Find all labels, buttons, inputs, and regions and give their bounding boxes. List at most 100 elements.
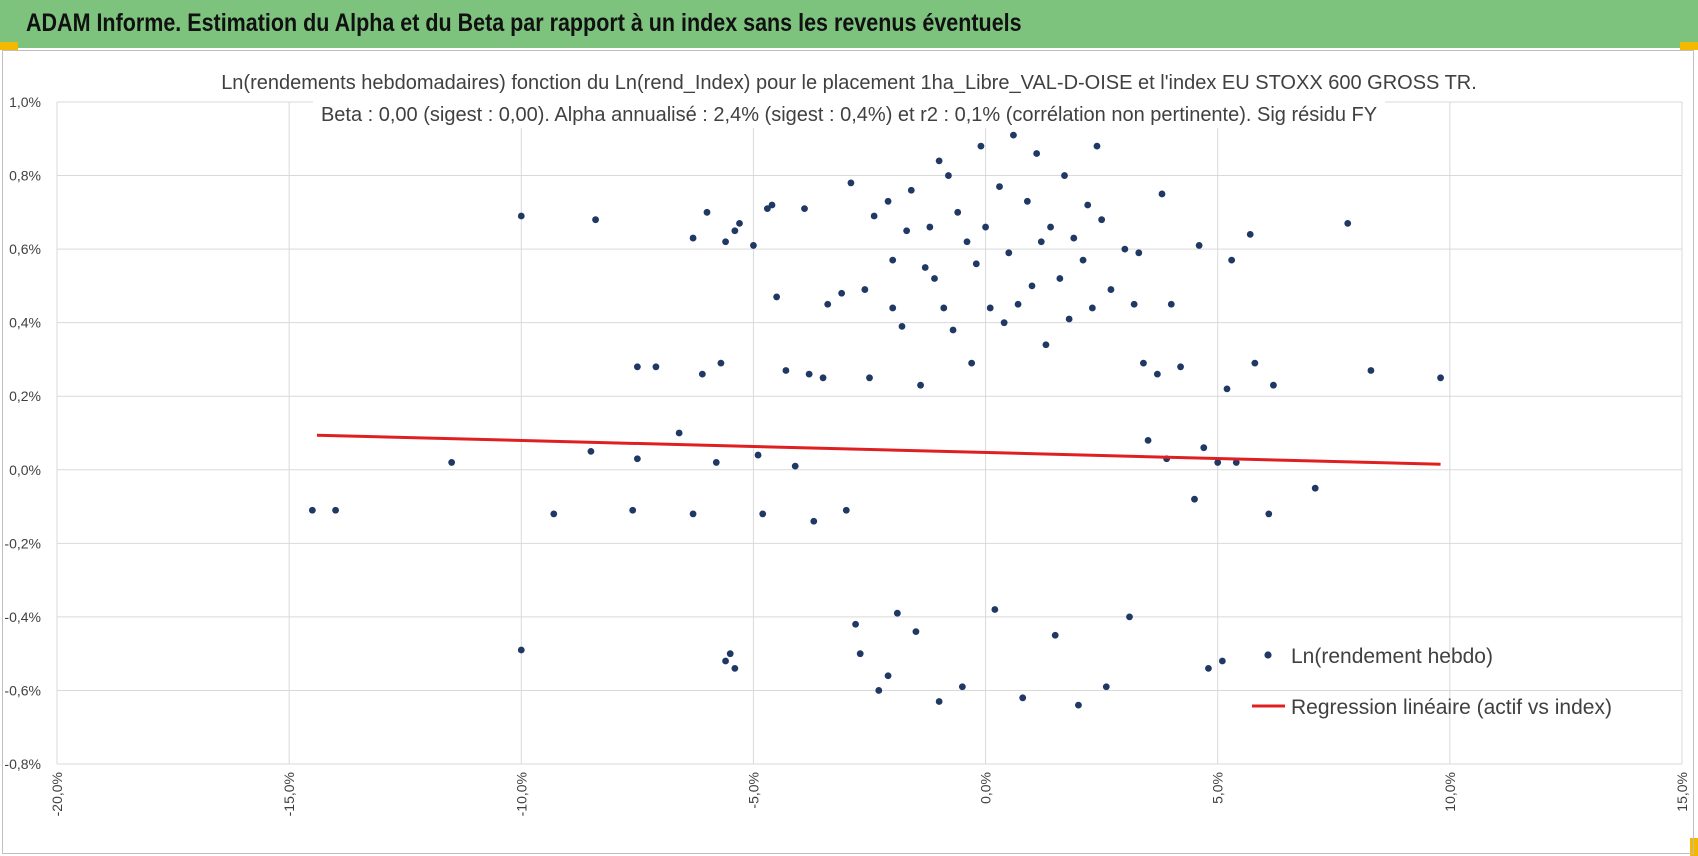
data-point: [731, 664, 739, 672]
data-point: [870, 212, 878, 220]
data-point: [1056, 275, 1064, 282]
y-tick-label: -0,6%: [4, 682, 41, 698]
data-point: [889, 304, 897, 312]
data-point: [912, 628, 920, 635]
data-point: [884, 672, 892, 680]
data-point: [889, 256, 897, 264]
data-point: [1140, 359, 1147, 367]
data-point: [1088, 304, 1096, 312]
data-point: [972, 260, 980, 268]
data-point: [898, 322, 906, 330]
data-point: [856, 650, 864, 658]
data-point: [861, 286, 869, 293]
data-point: [1218, 657, 1226, 665]
data-point: [1130, 300, 1138, 308]
data-point: [722, 657, 729, 665]
data-point: [791, 462, 799, 470]
data-point: [633, 363, 641, 371]
data-point: [633, 455, 641, 463]
x-tick-label: 5,0%: [1210, 772, 1226, 804]
data-point: [1251, 359, 1259, 367]
data-point: [1037, 238, 1045, 246]
data-point: [852, 620, 859, 628]
data-point: [550, 510, 558, 518]
corner-accent-left: [0, 42, 18, 50]
data-point: [917, 381, 924, 389]
legend: Ln(rendement hebdo) Regression linéaire (…: [1252, 645, 1612, 719]
title-backdrop: [213, 69, 1485, 96]
legend-label-points: Ln(rendement hebdo): [1291, 645, 1493, 668]
data-point: [819, 374, 827, 382]
x-tick-label: 0,0%: [978, 772, 994, 804]
data-point: [1010, 131, 1017, 139]
data-point: [949, 326, 957, 334]
x-tick-label: -5,0%: [745, 772, 761, 809]
data-point: [1028, 282, 1036, 290]
data-point: [1200, 444, 1208, 452]
data-point: [1167, 300, 1175, 308]
data-point: [1126, 613, 1133, 621]
data-point: [712, 459, 720, 466]
data-point: [448, 459, 456, 466]
y-tick-label: -0,2%: [4, 535, 41, 551]
data-point: [884, 197, 892, 205]
x-axis-ticks: -20,0% -15,0% -10,0% -5,0% 0,0% 5,0% 10,0% 15,0…: [49, 772, 1690, 816]
data-point: [1228, 256, 1236, 264]
legend-point-marker: [1264, 651, 1272, 659]
data-point: [1084, 201, 1092, 209]
data-point: [763, 205, 771, 213]
data-point: [592, 216, 599, 224]
data-point: [1121, 245, 1129, 253]
data-point: [1079, 256, 1087, 264]
data-point: [1000, 319, 1008, 327]
data-point: [689, 234, 697, 242]
data-point: [847, 179, 855, 187]
data-point: [1144, 436, 1152, 444]
data-point: [1158, 190, 1166, 198]
data-point: [754, 451, 762, 459]
y-tick-label: -0,4%: [4, 609, 41, 625]
chart-title-line: Ln(rendements hebdomadaires) fonction du…: [221, 72, 1477, 94]
data-point: [931, 275, 938, 282]
data-point: [907, 186, 915, 194]
data-point: [517, 646, 525, 654]
x-tick-label: -20,0%: [49, 772, 65, 816]
data-point: [675, 429, 683, 437]
data-point: [1205, 664, 1212, 672]
data-point: [629, 506, 637, 514]
scatter-points: [308, 131, 1444, 709]
data-point: [1153, 370, 1161, 378]
data-point: [1075, 701, 1082, 709]
y-tick-label: 1,0%: [9, 94, 41, 110]
data-point: [1214, 459, 1222, 466]
data-point: [1265, 510, 1273, 518]
data-point: [332, 506, 339, 514]
data-point: [1367, 367, 1375, 374]
data-point: [940, 304, 948, 312]
data-point: [1051, 631, 1059, 639]
data-point: [1098, 216, 1106, 224]
title-backdrop: [312, 101, 1386, 128]
data-point: [1270, 381, 1277, 389]
title-banner: ADAM Informe. Estimation du Alpha et du …: [0, 0, 1698, 48]
data-point: [1061, 172, 1068, 179]
data-point: [1065, 315, 1073, 323]
data-point: [810, 517, 818, 525]
data-point: [1177, 363, 1184, 371]
y-tick-label: 0,4%: [9, 315, 41, 331]
data-point: [1093, 142, 1101, 150]
data-point: [1191, 495, 1198, 503]
report-title: ADAM Informe. Estimation du Alpha et du …: [26, 9, 1022, 37]
data-point: [736, 219, 743, 227]
data-point: [587, 447, 595, 455]
data-point: [1070, 234, 1078, 242]
data-point: [977, 142, 985, 150]
data-point: [1437, 374, 1444, 382]
data-point: [935, 698, 943, 705]
data-point: [1014, 300, 1022, 308]
data-point: [801, 205, 808, 213]
data-point: [308, 506, 316, 514]
regression-line: [316, 433, 1441, 466]
x-tick-label: -15,0%: [281, 772, 297, 816]
